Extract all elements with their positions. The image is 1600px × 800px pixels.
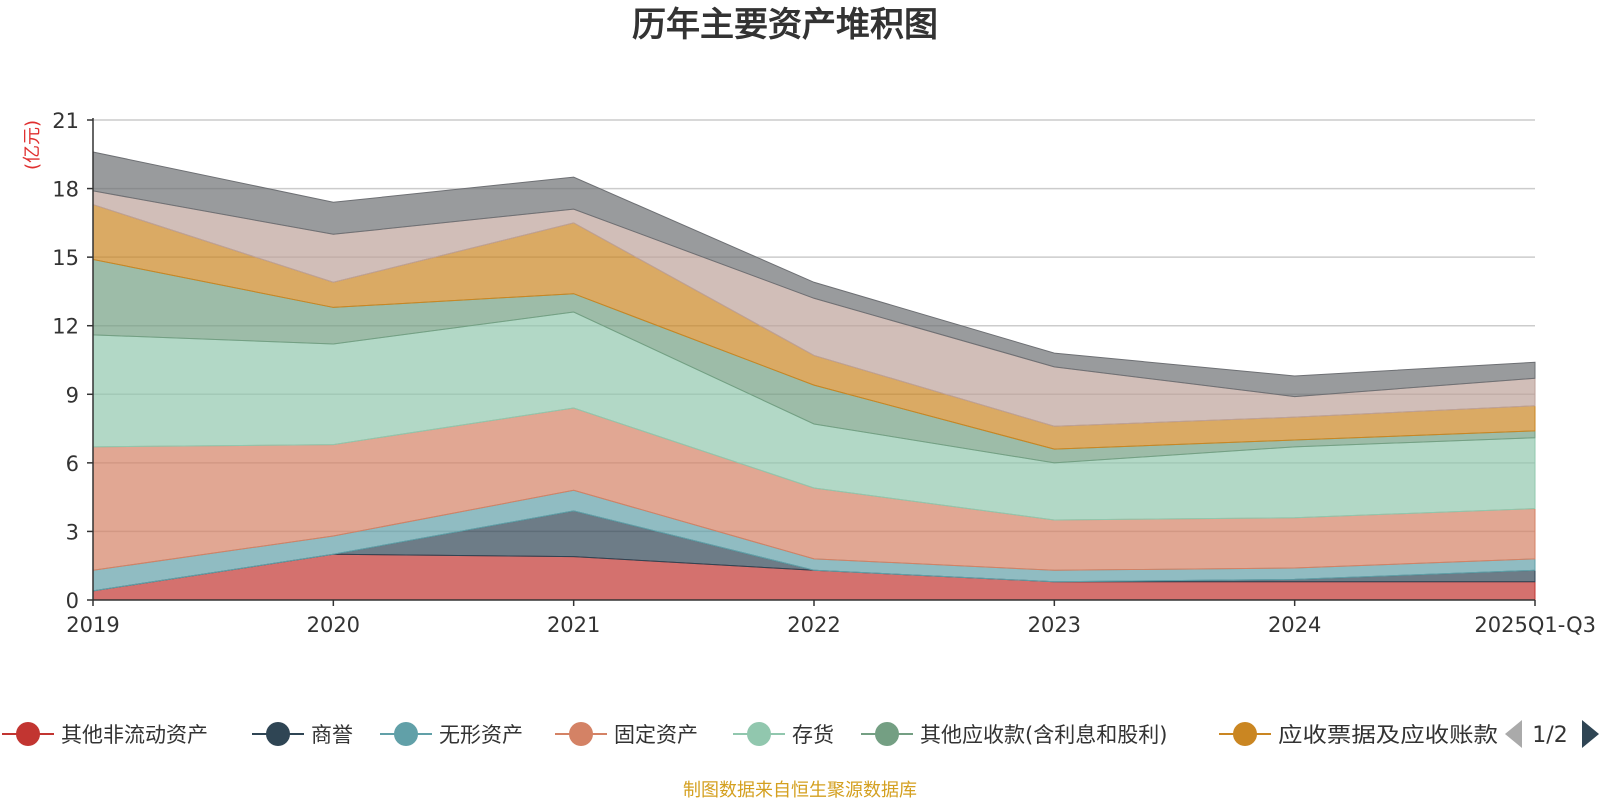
x-tick-label: 2023	[1028, 613, 1081, 637]
legend-circle-icon	[16, 722, 40, 746]
legend-label: 其他非流动资产	[61, 723, 208, 747]
chart-title: 历年主要资产堆积图	[632, 5, 938, 45]
area-9	[92, 151, 1536, 398]
legend-circle-icon	[394, 722, 418, 746]
x-tick-label: 2022	[787, 613, 840, 637]
x-tick-label: 2024	[1268, 613, 1321, 637]
legend-circle-icon	[266, 722, 290, 746]
legend-item-5[interactable]: 存货	[733, 722, 834, 747]
legend-label: 存货	[792, 723, 834, 747]
y-tick-label: 21	[52, 109, 79, 133]
legend-item-4[interactable]: 固定资产	[555, 722, 698, 747]
y-tick-label: 12	[52, 315, 79, 339]
legend-item-2[interactable]: 商誉	[252, 722, 353, 747]
legend-label: 固定资产	[614, 723, 698, 747]
legend-item-7[interactable]: 应收票据及应收账款	[1219, 722, 1498, 747]
area-series	[92, 151, 1536, 601]
data-source-note: 制图数据来自恒生聚源数据库	[683, 780, 917, 800]
legend-pager: 1/2	[1505, 720, 1599, 748]
y-tick-label: 3	[66, 520, 79, 544]
y-axis-unit-label: (亿元)	[22, 120, 43, 170]
legend-label: 无形资产	[439, 723, 523, 747]
x-axis-ticks: 2019 2020 2021 2022 2023 2024 2025Q1-Q3	[66, 600, 1596, 637]
y-tick-label: 9	[66, 383, 79, 407]
legend-circle-icon	[875, 722, 899, 746]
triangle-left-icon[interactable]	[1505, 720, 1522, 748]
y-tick-label: 6	[66, 452, 79, 476]
y-tick-label: 15	[52, 246, 79, 270]
legend-circle-icon	[747, 722, 771, 746]
x-tick-label: 2025Q1-Q3	[1474, 613, 1596, 637]
y-tick-label: 0	[66, 589, 79, 613]
x-tick-label: 2019	[66, 613, 119, 637]
y-tick-label: 18	[52, 178, 79, 202]
legend-item-1[interactable]: 其他非流动资产	[2, 722, 208, 747]
legend-label: 商誉	[311, 723, 353, 747]
x-tick-label: 2021	[547, 613, 600, 637]
x-tick-label: 2020	[307, 613, 360, 637]
legend-circle-icon	[1233, 722, 1257, 746]
legend-label: 其他应收款(含利息和股利)	[920, 723, 1167, 747]
legend-item-6[interactable]: 其他应收款(含利息和股利)	[861, 722, 1167, 747]
y-axis-ticks: 0 3 6 9 12 15 18 21	[52, 109, 93, 613]
legend-circle-icon	[569, 722, 593, 746]
legend-item-3[interactable]: 无形资产	[380, 722, 523, 747]
triangle-right-icon[interactable]	[1582, 720, 1599, 748]
legend-page-indicator: 1/2	[1532, 723, 1567, 748]
legend: 其他非流动资产 商誉 无形资产 固定资产 存货 其他应收款(含利息和股利) 应收票据及应收账…	[2, 722, 1498, 747]
legend-label: 应收票据及应收账款	[1278, 723, 1498, 747]
